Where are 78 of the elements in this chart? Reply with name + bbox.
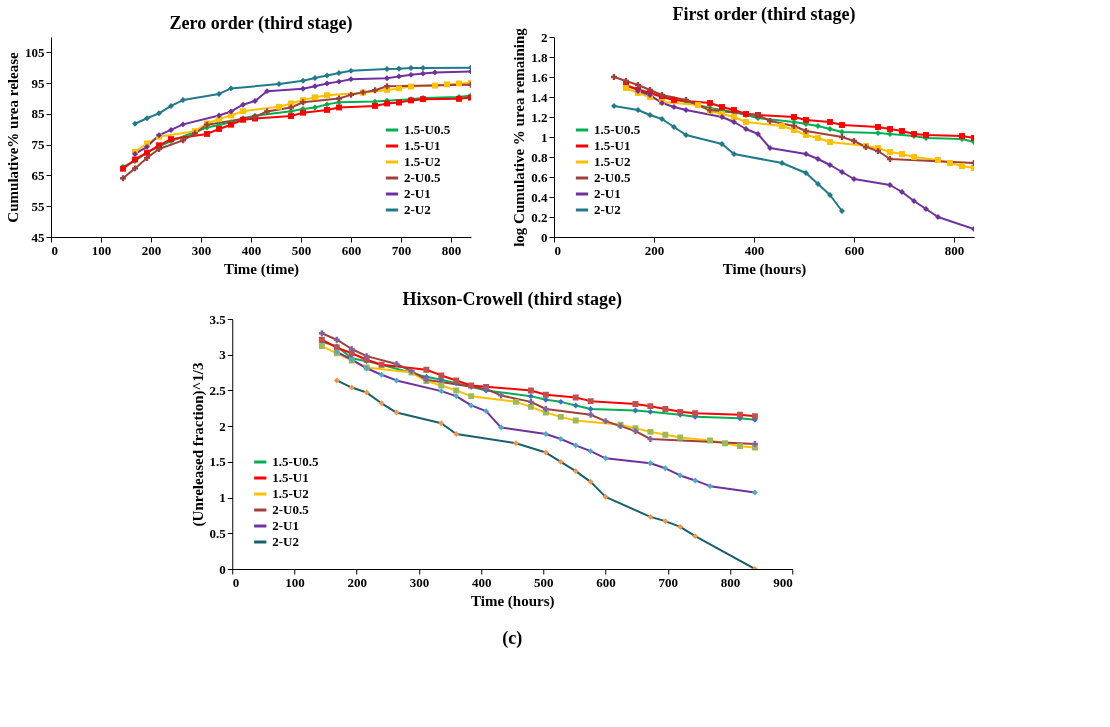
y-tick-label: 2: [219, 418, 226, 434]
legend-label: 2-U1: [404, 186, 431, 201]
x-tick-label: 700: [391, 242, 412, 258]
y-tick-label: 1: [219, 490, 226, 506]
legend-label: 1.5-U0.5: [594, 122, 641, 137]
x-tick-label: 100: [285, 574, 305, 590]
y-tick-label: 1.5: [209, 454, 227, 470]
y-tick-label: 1.8: [531, 49, 548, 65]
y-tick-label: 105: [25, 44, 45, 60]
y-tick-label: 75: [31, 137, 45, 153]
y-tick-label: 55: [31, 198, 45, 214]
y-tick-label: 95: [31, 75, 45, 91]
legend-label: 2-U1: [594, 186, 621, 201]
x-tick-label: 900: [773, 574, 793, 590]
x-tick-label: 200: [347, 574, 367, 590]
y-tick-label: 45: [31, 229, 45, 245]
legend-label: 1.5-U1: [272, 470, 309, 485]
legend-label: 1.5-U2: [594, 154, 631, 169]
y-tick-label: 3: [219, 347, 227, 363]
y-tick-label: 2.5: [209, 382, 227, 398]
x-tick-label: 400: [471, 574, 492, 590]
chart-title: Zero order (third stage): [169, 13, 353, 34]
y-tick-label: 0.5: [209, 525, 227, 541]
legend-label: 2-U0.5: [272, 502, 310, 517]
y-tick-label: 1.4: [531, 89, 548, 105]
x-tick-label: 600: [596, 574, 616, 590]
legend-label: 2-U0.5: [594, 170, 631, 185]
legend-label: 2-U1: [272, 518, 299, 533]
y-tick-label: 2: [541, 29, 548, 45]
x-tick-label: 800: [944, 242, 965, 258]
y-tick-label: 1.2: [531, 109, 548, 125]
text: (c): [502, 628, 523, 649]
x-tick-label: 0: [232, 574, 240, 590]
x-tick-label: 500: [291, 242, 312, 258]
legend-label: 1.5-U0.5: [272, 454, 319, 469]
y-tick-label: 0.8: [531, 149, 548, 165]
x-tick-label: 400: [241, 242, 262, 258]
legend-label: 2-U2: [272, 534, 299, 549]
x-tick-label: 300: [409, 574, 430, 590]
x-tick-label: 0: [554, 242, 561, 258]
x-axis-title: Time (hours): [471, 592, 555, 610]
y-tick-label: 0.2: [531, 209, 548, 225]
chart-title: Hixson-Crowell (third stage): [402, 289, 623, 310]
legend-label: 2-U2: [594, 202, 621, 217]
chart-title: First order (third stage): [672, 3, 856, 25]
x-tick-label: 800: [441, 242, 462, 258]
y-tick-label: 0: [541, 229, 548, 245]
legend-label: 1.5-U2: [272, 486, 309, 501]
x-tick-label: 700: [658, 574, 679, 590]
x-tick-label: 500: [534, 574, 554, 590]
x-axis-title: Time (hours): [722, 260, 807, 278]
y-tick-label: 0.6: [531, 169, 548, 185]
y-axis-title: (Unreleased fraction)^1/3: [189, 362, 207, 527]
x-tick-label: 200: [141, 242, 162, 258]
x-tick-label: 0: [51, 242, 58, 258]
y-tick-label: 1.6: [531, 69, 548, 85]
x-tick-label: 600: [341, 242, 362, 258]
y-tick-label: 3.5: [209, 311, 227, 327]
x-tick-label: 800: [720, 574, 741, 590]
legend-label: 1.5-U0.5: [404, 122, 451, 137]
legend-label: 1.5-U2: [404, 154, 441, 169]
legend-label: 1.5-U1: [404, 138, 441, 153]
x-tick-label: 200: [644, 242, 665, 258]
legend-label: 1.5-U1: [594, 138, 631, 153]
x-tick-label: 400: [744, 242, 765, 258]
x-axis-title: Time (time): [223, 260, 300, 278]
x-tick-label: 100: [91, 242, 112, 258]
x-tick-label: 300: [191, 242, 212, 258]
y-axis-title: Cumulative% urea release: [5, 52, 21, 223]
y-tick-label: 65: [31, 167, 45, 183]
y-axis-title: log Cumulative % urea remaining: [511, 27, 528, 247]
x-tick-label: 600: [844, 242, 865, 258]
legend-label: 2-U2: [404, 202, 431, 217]
y-tick-label: 1: [541, 129, 548, 145]
legend-label: 2-U0.5: [404, 170, 441, 185]
y-tick-label: 85: [31, 106, 45, 122]
y-tick-label: 0: [219, 561, 226, 577]
y-tick-label: 0.4: [531, 189, 548, 205]
